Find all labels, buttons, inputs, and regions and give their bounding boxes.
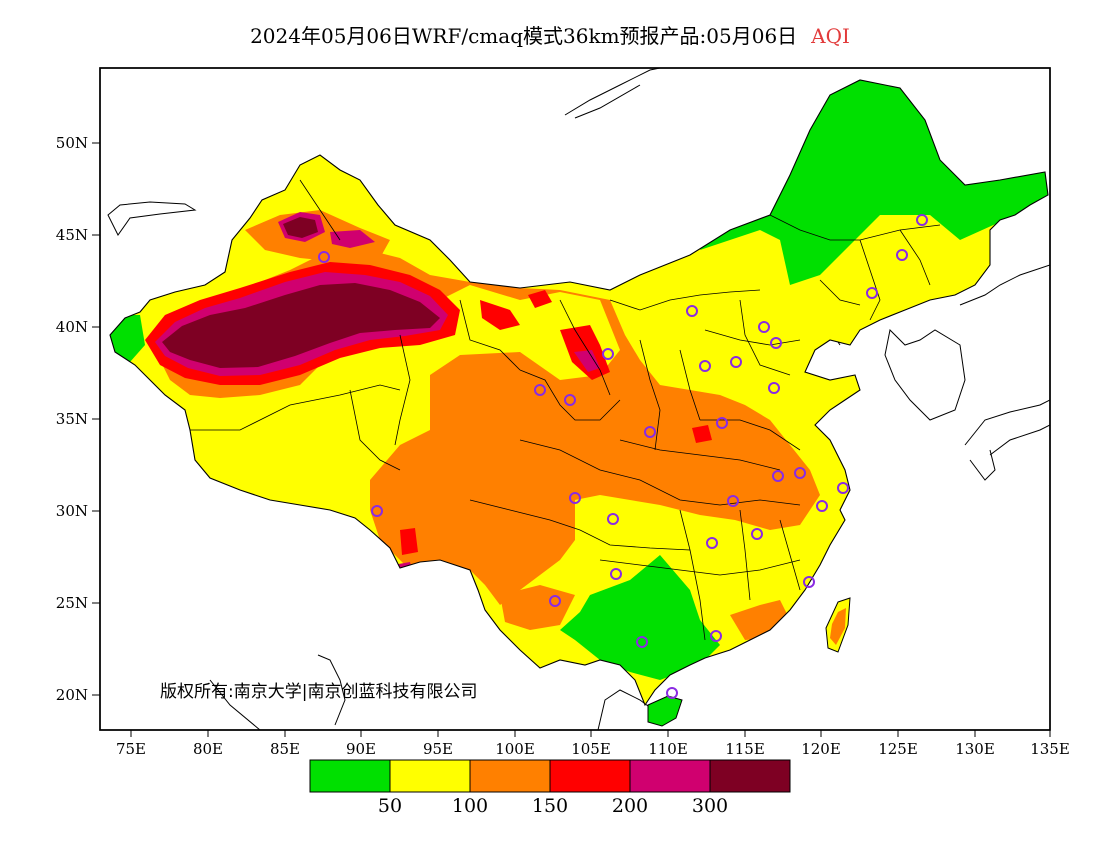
lon-label: 110E [648,740,688,758]
taiwan-moderate [830,608,846,645]
legend-label: 100 [452,795,488,817]
aqi-hazardous-dzungaria [283,217,318,238]
lon-label: 80E [193,740,223,758]
lat-labels: 50N 45N 40N 35N 30N 25N 20N [56,134,88,704]
city-marker [699,360,711,372]
aqi-very-unhealthy-north [330,230,375,248]
city-marker [716,417,728,429]
lon-label: 125E [878,740,918,758]
city-marker [803,576,815,588]
aqi-unhealthy-southwest [400,528,418,555]
city-markers [318,214,928,699]
city-marker [706,537,718,549]
city-marker [569,492,581,504]
map-title: 2024年05月06日WRF/cmaq模式36km预报产品:05月06日 AQI [0,20,1100,49]
copyright-text: 版权所有:南京大学|南京创蓝科技有限公司 [160,682,477,702]
city-marker [549,595,561,607]
aqi-unhealthy-hotspot-a [528,290,552,308]
lat-label: 50N [56,134,88,152]
city-marker [727,495,739,507]
city-marker [816,500,828,512]
lon-label: 85E [270,740,300,758]
city-marker [602,348,614,360]
city-marker [534,384,546,396]
city-marker [916,214,928,226]
legend-label: 150 [532,795,568,817]
lat-label: 45N [56,226,88,244]
city-marker [837,482,849,494]
lon-label: 135E [1030,740,1070,758]
lon-label: 90E [346,740,376,758]
city-marker [644,426,656,438]
city-marker [607,513,619,525]
aqi-unhealthy-hexi [480,300,520,330]
aqi-unhealthy-henan [692,425,712,443]
legend-swatch [470,760,550,792]
city-marker [866,287,878,299]
city-marker [318,251,330,263]
aqi-good-south [560,555,720,680]
lon-label: 100E [495,740,535,758]
lon-label: 115E [725,740,765,758]
lon-ticks [130,730,1051,737]
lat-label: 20N [56,686,88,704]
lon-labels: 75E 80E 85E 90E 95E 100E 105E 110E 115E … [116,740,1070,758]
lon-label: 120E [801,740,841,758]
city-marker [371,505,383,517]
lat-label: 35N [56,410,88,428]
lat-label: 30N [56,502,88,520]
city-marker [794,467,806,479]
city-marker [730,356,742,368]
city-marker [666,687,678,699]
city-marker [758,321,770,333]
lon-label: 95E [423,740,453,758]
legend-swatch [550,760,630,792]
legend-label: 300 [692,795,728,817]
legend-swatch [710,760,790,792]
city-marker [710,630,722,642]
city-marker [772,470,784,482]
legend-swatch [630,760,710,792]
city-marker [610,568,622,580]
city-marker [896,249,908,261]
city-marker [636,636,648,648]
lon-label: 75E [116,740,146,758]
aqi-very-unhealthy-ordos [574,350,600,372]
legend: 50 100 150 200 300 [309,759,791,817]
aqi-hazardous-tarim [162,283,440,368]
map-frame-border [99,67,1051,731]
lon-label: 130E [955,740,995,758]
title-text: 2024年05月06日WRF/cmaq模式36km预报产品:05月06日 [250,24,798,48]
lon-label: 105E [571,740,611,758]
province-borders [190,179,941,641]
legend-swatch [310,760,390,792]
city-marker [751,528,763,540]
lat-ticks [92,142,100,696]
lat-label: 25N [56,594,88,612]
city-marker [686,305,698,317]
legend-label: 200 [612,795,648,817]
title-variable: AQI [811,24,850,48]
city-marker [768,382,780,394]
city-marker [770,337,782,349]
lat-label: 40N [56,318,88,336]
legend-swatch [390,760,470,792]
city-marker [564,394,576,406]
legend-label: 50 [378,795,402,817]
